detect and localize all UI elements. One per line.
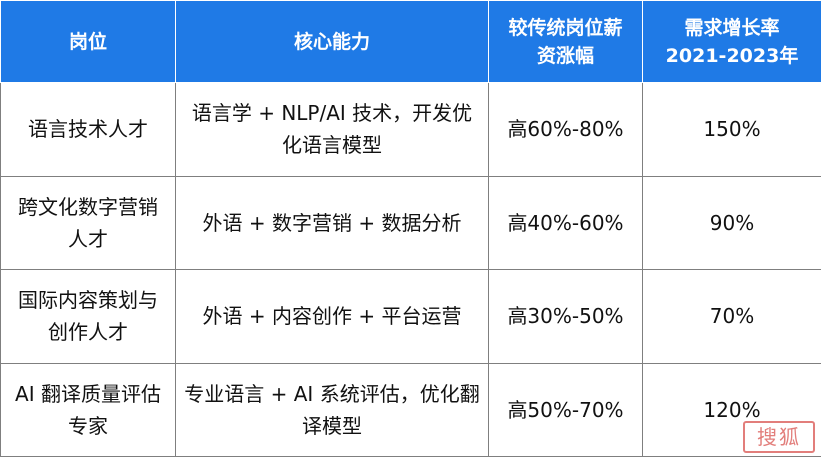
cell-salary: 高50%-70% [488, 362, 643, 457]
watermark-seal: 搜狐 [743, 421, 815, 453]
cell-salary: 高40%-60% [488, 175, 643, 270]
header-growth-line1: 需求增长率 [684, 16, 780, 39]
cell-skills: 专业语言 + AI 系统评估，优化翻译模型 [175, 362, 489, 457]
cell-position: 国际内容策划与创作人才 [0, 269, 176, 364]
cell-growth: 150% [642, 82, 821, 177]
cell-salary: 高30%-50% [488, 269, 643, 364]
cell-growth: 120% [642, 362, 821, 457]
cell-position: 跨文化数字营销人才 [0, 175, 176, 270]
cell-skills: 语言学 + NLP/AI 技术，开发优化语言模型 [175, 82, 489, 177]
table-row: 语言技术人才 语言学 + NLP/AI 技术，开发优化语言模型 高60%-80%… [0, 82, 821, 177]
table-row: 跨文化数字营销人才 外语 + 数字营销 + 数据分析 高40%-60% 90% [0, 175, 821, 270]
cell-position: 语言技术人才 [0, 82, 176, 177]
header-position: 岗位 [0, 0, 176, 83]
header-salary: 较传统岗位薪 资涨幅 [488, 0, 643, 83]
cell-growth: 90% [642, 175, 821, 270]
table-row: 国际内容策划与创作人才 外语 + 内容创作 + 平台运营 高30%-50% 70… [0, 269, 821, 364]
cell-skills: 外语 + 内容创作 + 平台运营 [175, 269, 489, 364]
cell-growth: 70% [642, 269, 821, 364]
table-header-row: 岗位 核心能力 较传统岗位薪 资涨幅 需求增长率 2021-2023年 [0, 0, 821, 83]
cell-position: AI 翻译质量评估专家 [0, 362, 176, 457]
header-salary-line1: 较传统岗位薪 [508, 16, 623, 39]
header-salary-line2: 资涨幅 [536, 44, 594, 67]
header-growth-line2: 2021-2023年 [665, 44, 799, 67]
cell-salary: 高60%-80% [488, 82, 643, 177]
header-skills: 核心能力 [175, 0, 489, 83]
cell-skills: 外语 + 数字营销 + 数据分析 [175, 175, 489, 270]
header-growth: 需求增长率 2021-2023年 [642, 0, 821, 83]
table-row: AI 翻译质量评估专家 专业语言 + AI 系统评估，优化翻译模型 高50%-7… [0, 362, 821, 457]
